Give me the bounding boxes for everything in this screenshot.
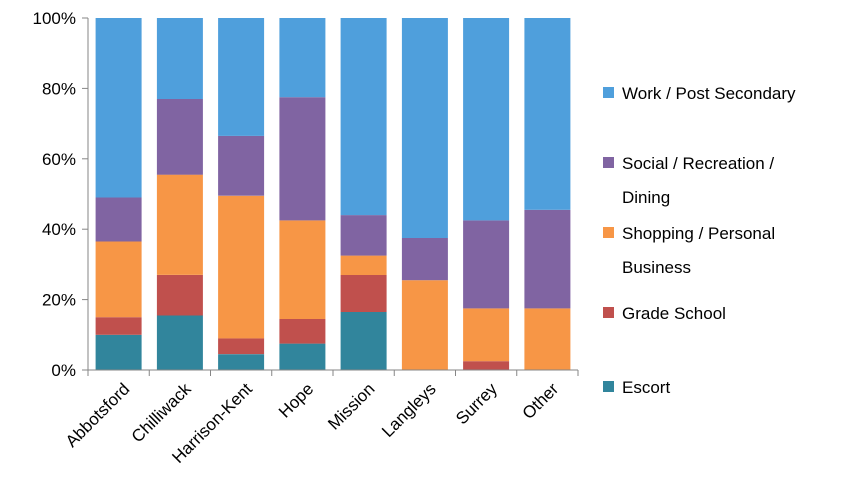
- bar-segment-social-recreation-dining-langleys: [401, 238, 448, 281]
- x-tick-label-mission: Mission: [324, 379, 378, 433]
- bar-segment-shopping-personal-business-mission: [340, 255, 387, 275]
- bar-segment-grade-school-harrison-kent: [218, 338, 265, 355]
- bar-segment-escort-chilliwack: [156, 315, 203, 370]
- bar-segment-grade-school-mission: [340, 275, 387, 312]
- bar-segment-work-post-secondary-surrey: [463, 18, 510, 221]
- legend-swatch-shopping-personal-business: [603, 227, 614, 238]
- bar-segment-work-post-secondary-hope: [279, 18, 326, 98]
- legend-label: Grade School: [622, 304, 726, 323]
- bar-segment-shopping-personal-business-chilliwack: [156, 174, 203, 275]
- bar-segment-shopping-personal-business-hope: [279, 220, 326, 319]
- y-tick-label: 0%: [51, 361, 76, 380]
- y-tick-label: 40%: [42, 220, 76, 239]
- bar-segment-social-recreation-dining-abbotsford: [95, 197, 142, 242]
- legend: Work / Post Secondary Social / Recreation…: [603, 84, 796, 397]
- bar-segment-social-recreation-dining-hope: [279, 97, 326, 221]
- bar-segment-work-post-secondary-abbotsford: [95, 18, 142, 198]
- x-tick-label-hope: Hope: [275, 379, 317, 421]
- legend-swatch-grade-school: [603, 307, 614, 318]
- bar-segment-social-recreation-dining-mission: [340, 215, 387, 256]
- bar-segment-grade-school-abbotsford: [95, 317, 142, 335]
- y-tick-label: 100%: [33, 9, 76, 28]
- bar-segment-work-post-secondary-mission: [340, 18, 387, 216]
- bar-segment-shopping-personal-business-other: [524, 308, 571, 370]
- bar-segment-escort-harrison-kent: [218, 354, 265, 370]
- bar-segment-shopping-personal-business-harrison-kent: [218, 195, 265, 339]
- bar-segment-grade-school-surrey: [463, 361, 510, 370]
- x-tick-label-langleys: Langleys: [378, 379, 440, 441]
- legend-label: Work / Post Secondary: [622, 84, 796, 103]
- y-tick-label: 60%: [42, 150, 76, 169]
- bar-segment-social-recreation-dining-chilliwack: [156, 99, 203, 175]
- x-tick-label-surrey: Surrey: [452, 379, 501, 428]
- bar-segment-social-recreation-dining-surrey: [463, 220, 510, 309]
- legend-label: Business: [622, 258, 691, 277]
- bar-segment-escort-abbotsford: [95, 334, 142, 370]
- bar-segment-social-recreation-dining-other: [524, 209, 571, 309]
- y-tick-label: 80%: [42, 79, 76, 98]
- bars-group: [95, 18, 571, 370]
- bar-segment-shopping-personal-business-abbotsford: [95, 241, 142, 318]
- bar-segment-grade-school-chilliwack: [156, 275, 203, 316]
- bar-segment-escort-mission: [340, 311, 387, 370]
- legend-swatch-escort: [603, 381, 614, 392]
- bar-segment-escort-hope: [279, 343, 326, 370]
- bar-segment-work-post-secondary-langleys: [401, 18, 448, 238]
- x-tick-label-abbotsford: Abbotsford: [62, 379, 134, 451]
- y-tick-label: 20%: [42, 291, 76, 310]
- bar-segment-shopping-personal-business-langleys: [401, 280, 448, 370]
- bar-segment-work-post-secondary-harrison-kent: [218, 18, 265, 136]
- bar-segment-social-recreation-dining-harrison-kent: [218, 135, 265, 196]
- legend-label: Shopping / Personal: [622, 224, 775, 243]
- legend-label: Dining: [622, 188, 670, 207]
- bar-segment-grade-school-hope: [279, 319, 326, 344]
- bar-segment-work-post-secondary-chilliwack: [156, 18, 203, 99]
- bar-segment-work-post-secondary-other: [524, 18, 571, 210]
- legend-swatch-work-post-secondary: [603, 87, 614, 98]
- bar-segment-shopping-personal-business-surrey: [463, 308, 510, 362]
- legend-label: Escort: [622, 378, 670, 397]
- x-tick-label-other: Other: [519, 379, 563, 423]
- legend-swatch-social-recreation-dining: [603, 157, 614, 168]
- legend-label: Social / Recreation /: [622, 154, 774, 173]
